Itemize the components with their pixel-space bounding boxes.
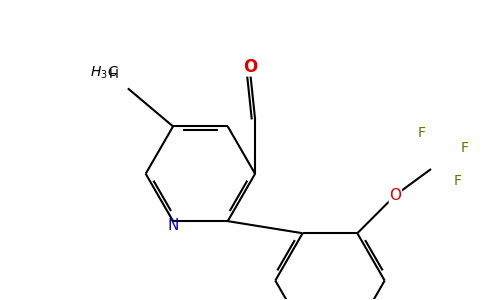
Text: H: H [108,68,119,81]
Text: N: N [167,218,179,233]
Text: F: F [460,141,469,154]
Text: F: F [453,174,461,188]
Text: $H_3C$: $H_3C$ [90,65,119,81]
Text: O: O [389,188,401,203]
Text: O: O [243,58,257,76]
Text: F: F [418,126,425,140]
